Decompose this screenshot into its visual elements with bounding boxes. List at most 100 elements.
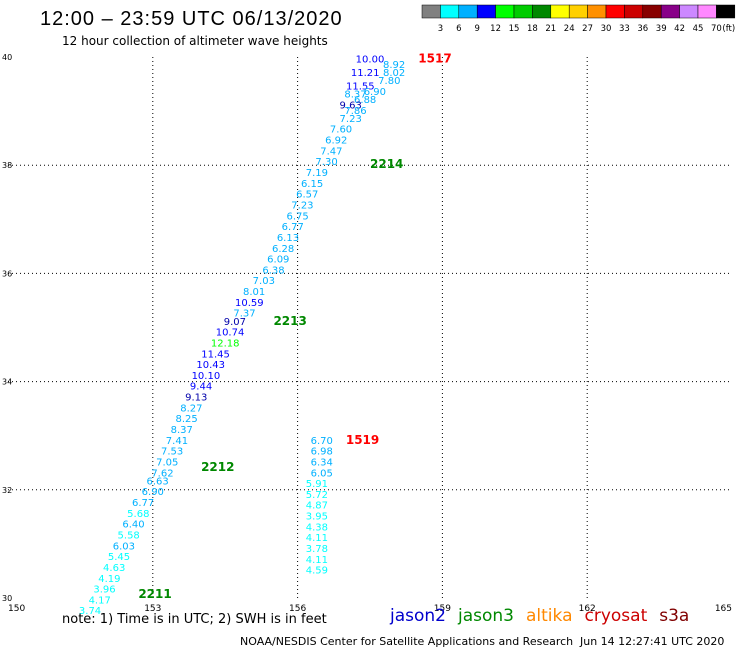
wave-height-point: 4.63 bbox=[103, 563, 125, 574]
mission-legend: jason2 jason3 altika cryosat s3a bbox=[390, 606, 701, 626]
x-tick-label: 150 bbox=[8, 604, 25, 614]
wave-height-point: 4.11 bbox=[306, 555, 328, 566]
wave-height-point: 6.03 bbox=[113, 541, 135, 552]
colorbar-label: 15 bbox=[509, 24, 520, 34]
wave-height-point: 6.92 bbox=[325, 136, 347, 147]
wave-height-point: 10.43 bbox=[196, 360, 225, 371]
wave-height-point: 3.95 bbox=[306, 512, 328, 523]
wave-height-point: 6.88 bbox=[354, 95, 376, 106]
y-tick-label: 32 bbox=[2, 486, 12, 495]
wave-height-point: 11.55 bbox=[346, 81, 375, 92]
wave-height-point: 10.00 bbox=[356, 54, 385, 65]
wave-height-point: 7.23 bbox=[340, 114, 362, 125]
wave-height-point: 7.19 bbox=[306, 168, 328, 179]
wave-height-point: 4.59 bbox=[306, 566, 328, 577]
wave-height-point: 10.74 bbox=[216, 328, 245, 339]
time-label: 2212 bbox=[201, 460, 234, 474]
x-tick-label: 153 bbox=[144, 604, 161, 614]
x-tick-label: 162 bbox=[579, 604, 596, 614]
mission-s3a: s3a bbox=[659, 606, 690, 626]
wave-height-point: 7.53 bbox=[161, 447, 183, 458]
wave-height-point: 9.44 bbox=[190, 382, 212, 393]
wave-height-point: 6.77 bbox=[282, 222, 304, 233]
x-tick-label: 165 bbox=[715, 604, 732, 614]
wave-height-point: 8.92 bbox=[383, 60, 405, 71]
chart-subtitle: 12 hour collection of altimeter wave hei… bbox=[62, 34, 328, 48]
wave-height-point: 6.77 bbox=[132, 498, 154, 509]
colorbar-label: 27 bbox=[582, 24, 593, 34]
wave-height-point: 8.02 bbox=[383, 68, 405, 79]
wave-height-point: 6.75 bbox=[286, 211, 308, 222]
wave-height-point: 6.70 bbox=[311, 436, 333, 447]
x-tick-label: 156 bbox=[289, 604, 306, 614]
wave-height-point: 6.15 bbox=[301, 179, 323, 190]
wave-height-point: 7.62 bbox=[151, 468, 173, 479]
wave-height-point: 8.01 bbox=[243, 287, 265, 298]
wave-height-point: 6.63 bbox=[146, 476, 168, 487]
wave-height-point: 6.28 bbox=[272, 244, 294, 255]
wave-height-point: 8.37 bbox=[344, 90, 366, 101]
wave-height-point: 6.13 bbox=[277, 233, 299, 244]
wave-height-point: 3.74 bbox=[79, 606, 101, 617]
time-label: 1517 bbox=[418, 51, 451, 65]
wave-height-point: 7.05 bbox=[156, 457, 178, 468]
wave-height-point: 6.38 bbox=[262, 265, 284, 276]
colorbar-label: 45 bbox=[693, 24, 704, 34]
colorbar-label: 42 bbox=[674, 24, 685, 34]
chart-title: 12:00 – 23:59 UTC 06/13/2020 bbox=[40, 8, 343, 30]
wave-height-point: 4.87 bbox=[306, 501, 328, 512]
colorbar-label: 33 bbox=[619, 24, 630, 34]
y-tick-label: 30 bbox=[2, 594, 12, 603]
wave-height-point: 6.40 bbox=[122, 520, 144, 531]
colorbar-label: 39 bbox=[656, 24, 667, 34]
time-label: 2211 bbox=[138, 587, 171, 601]
mission-jason3: jason3 bbox=[458, 606, 514, 626]
y-tick-label: 34 bbox=[2, 378, 12, 387]
colorbar-label: 6 bbox=[456, 24, 461, 34]
colorbar-swatch bbox=[716, 4, 736, 19]
y-tick-label: 38 bbox=[2, 161, 12, 170]
wave-height-point: 7.80 bbox=[378, 76, 400, 87]
wave-height-point: 4.19 bbox=[98, 574, 120, 585]
wave-height-point: 7.30 bbox=[315, 157, 337, 168]
wave-height-point: 11.45 bbox=[201, 349, 230, 360]
wave-height-point: 9.63 bbox=[340, 100, 362, 111]
wave-height-point: 5.72 bbox=[306, 490, 328, 501]
time-label: 2214 bbox=[370, 157, 403, 171]
colorbar-label: 30 bbox=[601, 24, 612, 34]
wave-height-point: 10.59 bbox=[235, 298, 264, 309]
wave-height-point: 8.27 bbox=[180, 403, 202, 414]
footnote: note: 1) Time is in UTC; 2) SWH is in fe… bbox=[62, 612, 327, 627]
wave-height-point: 3.96 bbox=[93, 585, 115, 596]
wave-height-point: 6.90 bbox=[364, 87, 386, 98]
wave-height-point: 7.47 bbox=[320, 146, 342, 157]
colorbar-label: 24 bbox=[564, 24, 575, 34]
wave-height-point: 5.45 bbox=[108, 552, 130, 563]
wave-height-point: 9.07 bbox=[224, 317, 246, 328]
wave-height-point: 6.09 bbox=[267, 255, 289, 266]
wave-height-point: 6.57 bbox=[296, 190, 318, 201]
wave-height-point: 10.10 bbox=[192, 371, 221, 382]
time-label: 1519 bbox=[346, 433, 379, 447]
wave-height-point: 4.11 bbox=[306, 533, 328, 544]
wave-height-point: 7.41 bbox=[166, 436, 188, 447]
colorbar-unit: (ft) bbox=[722, 24, 735, 34]
wave-height-point: 12.18 bbox=[211, 338, 240, 349]
y-tick-label: 40 bbox=[2, 53, 12, 62]
wave-height-point: 3.78 bbox=[306, 544, 328, 555]
colorbar-label: 3 bbox=[438, 24, 443, 34]
wave-height-point: 8.37 bbox=[171, 425, 193, 436]
colorbar-label: 36 bbox=[637, 24, 648, 34]
wave-height-point: 6.34 bbox=[311, 457, 333, 468]
colorbar-label: 70 bbox=[711, 24, 722, 34]
wave-height-point: 5.68 bbox=[127, 509, 149, 520]
colorbar-label: 21 bbox=[545, 24, 556, 34]
wave-height-point: 7.03 bbox=[253, 276, 275, 287]
mission-cryosat: cryosat bbox=[584, 606, 648, 626]
wave-height-point: 6.98 bbox=[311, 447, 333, 458]
wave-height-point: 6.90 bbox=[142, 487, 164, 498]
colorbar-label: 9 bbox=[474, 24, 479, 34]
wave-height-point: 8.25 bbox=[175, 414, 197, 425]
wave-height-point: 7.37 bbox=[233, 309, 255, 320]
wave-height-point: 5.58 bbox=[118, 530, 140, 541]
